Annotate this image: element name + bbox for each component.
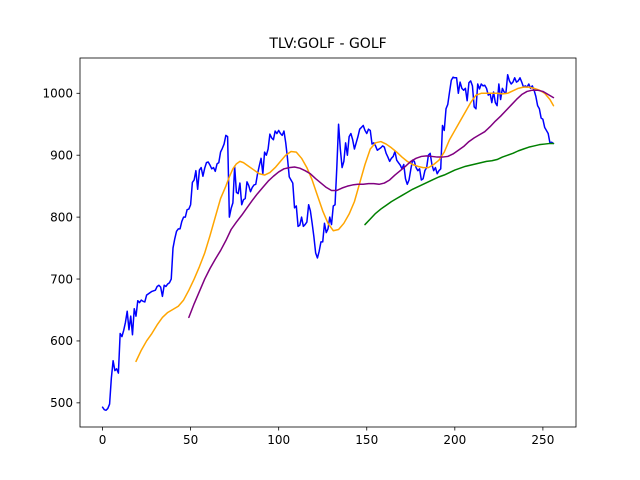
series-line-4 — [364, 142, 555, 226]
plot-frame — [79, 57, 577, 428]
y-tick-label: 800 — [50, 210, 73, 224]
series-line-2 — [135, 86, 555, 363]
x-tick-label: 50 — [183, 433, 198, 447]
y-tick-label: 700 — [50, 272, 73, 286]
series-layer — [101, 73, 555, 412]
y-tick-label: 900 — [50, 149, 73, 163]
axes-layer: 0 50 100 150 200 250 500 600 700 800 900 1000 — [42, 57, 577, 447]
y-tick-label: 1000 — [42, 87, 73, 101]
y-tick-label: 500 — [50, 396, 73, 410]
series-line-3 — [188, 89, 555, 319]
x-tick-label: 200 — [443, 433, 466, 447]
x-tick-label: 0 — [99, 433, 107, 447]
x-tick-label: 250 — [531, 433, 554, 447]
x-tick-label: 100 — [267, 433, 290, 447]
x-tick-label: 150 — [355, 433, 378, 447]
y-tick-label: 600 — [50, 334, 73, 348]
series-line-1 — [101, 73, 555, 412]
chart-title: TLV:GOLF - GOLF — [268, 36, 386, 52]
